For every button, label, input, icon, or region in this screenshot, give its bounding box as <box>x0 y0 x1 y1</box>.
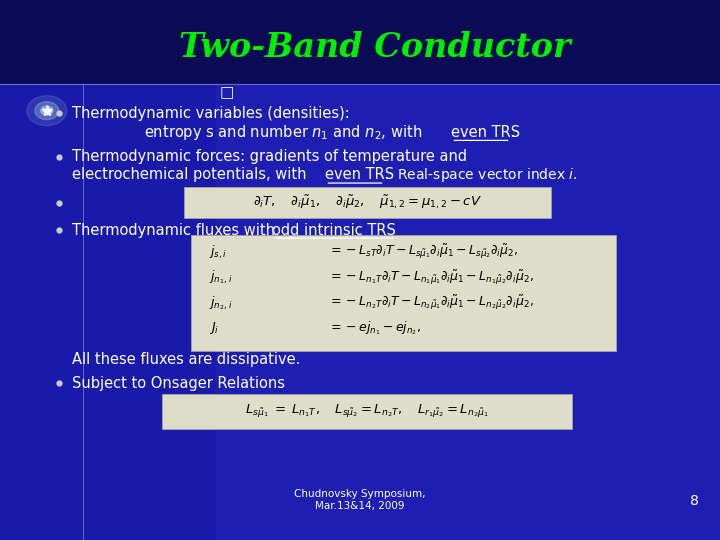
Text: $= -L_{n_2T}\partial_i T - L_{n_2\tilde{\mu}_1}\partial_i\tilde{\mu}_1 - L_{n_2\: $= -L_{n_2T}\partial_i T - L_{n_2\tilde{… <box>328 294 534 312</box>
FancyBboxPatch shape <box>184 187 551 218</box>
Text: $= -L_{n_1T}\partial_i T - L_{n_1\tilde{\mu}_1}\partial_i\tilde{\mu}_1 - L_{n_1\: $= -L_{n_1T}\partial_i T - L_{n_1\tilde{… <box>328 268 534 287</box>
Bar <box>0 84 720 540</box>
Text: Thermodynamic forces: gradients of temperature and: Thermodynamic forces: gradients of tempe… <box>72 149 467 164</box>
Text: 8: 8 <box>690 494 698 508</box>
Text: Two-Band Conductor: Two-Band Conductor <box>179 31 570 64</box>
Text: entropy s and number $n_1$ and $n_2$, with: entropy s and number $n_1$ and $n_2$, wi… <box>144 123 423 142</box>
Circle shape <box>27 96 67 126</box>
Circle shape <box>35 102 59 120</box>
Text: All these fluxes are dissipative.: All these fluxes are dissipative. <box>72 352 300 367</box>
Text: $J_i$: $J_i$ <box>209 320 219 336</box>
Text: even TRS: even TRS <box>451 125 521 140</box>
FancyBboxPatch shape <box>191 235 616 351</box>
Text: $j_{n_1,i}$: $j_{n_1,i}$ <box>209 269 233 286</box>
Text: Chudnovsky Symposium,: Chudnovsky Symposium, <box>294 489 426 499</box>
Text: Mar.13&14, 2009: Mar.13&14, 2009 <box>315 501 405 511</box>
Text: $\partial_i T, \quad \partial_i \tilde{\mu}_1, \quad \partial_i \tilde{\mu}_2, \: $\partial_i T, \quad \partial_i \tilde{\… <box>253 194 482 211</box>
Text: .: . <box>510 125 516 140</box>
Text: $= -L_{sT}\partial_i T - L_{s\tilde{\mu}_1}\partial_i\tilde{\mu}_1 - L_{s\tilde{: $= -L_{sT}\partial_i T - L_{s\tilde{\mu}… <box>328 243 518 261</box>
Bar <box>216 84 720 540</box>
Text: $= -ej_{n_1} - ej_{n_2},$: $= -ej_{n_1} - ej_{n_2},$ <box>328 320 420 337</box>
Text: Subject to Onsager Relations: Subject to Onsager Relations <box>72 376 285 391</box>
FancyBboxPatch shape <box>162 394 572 429</box>
Text: odd intrinsic TRS: odd intrinsic TRS <box>272 222 396 238</box>
Text: □: □ <box>220 85 234 100</box>
Text: even TRS: even TRS <box>325 167 395 183</box>
Text: electrochemical potentials, with: electrochemical potentials, with <box>72 167 311 183</box>
Text: Thermodynamic variables (densities):: Thermodynamic variables (densities): <box>72 106 350 121</box>
Text: $L_{s\tilde{\mu}_1} \;=\; L_{n_1 T}, \quad L_{s\tilde{\mu}_2} = L_{n_2 T}, \quad: $L_{s\tilde{\mu}_1} \;=\; L_{n_1 T}, \qu… <box>246 403 489 420</box>
Bar <box>0 0 720 84</box>
Text: $j_{n_2,i}$: $j_{n_2,i}$ <box>209 294 233 312</box>
Circle shape <box>41 106 53 115</box>
Text: Thermodynamic fluxes with: Thermodynamic fluxes with <box>72 222 279 238</box>
Text: $j_{s,i}$: $j_{s,i}$ <box>209 244 227 261</box>
Text: .  Real-space vector index $i$.: . Real-space vector index $i$. <box>384 166 578 184</box>
